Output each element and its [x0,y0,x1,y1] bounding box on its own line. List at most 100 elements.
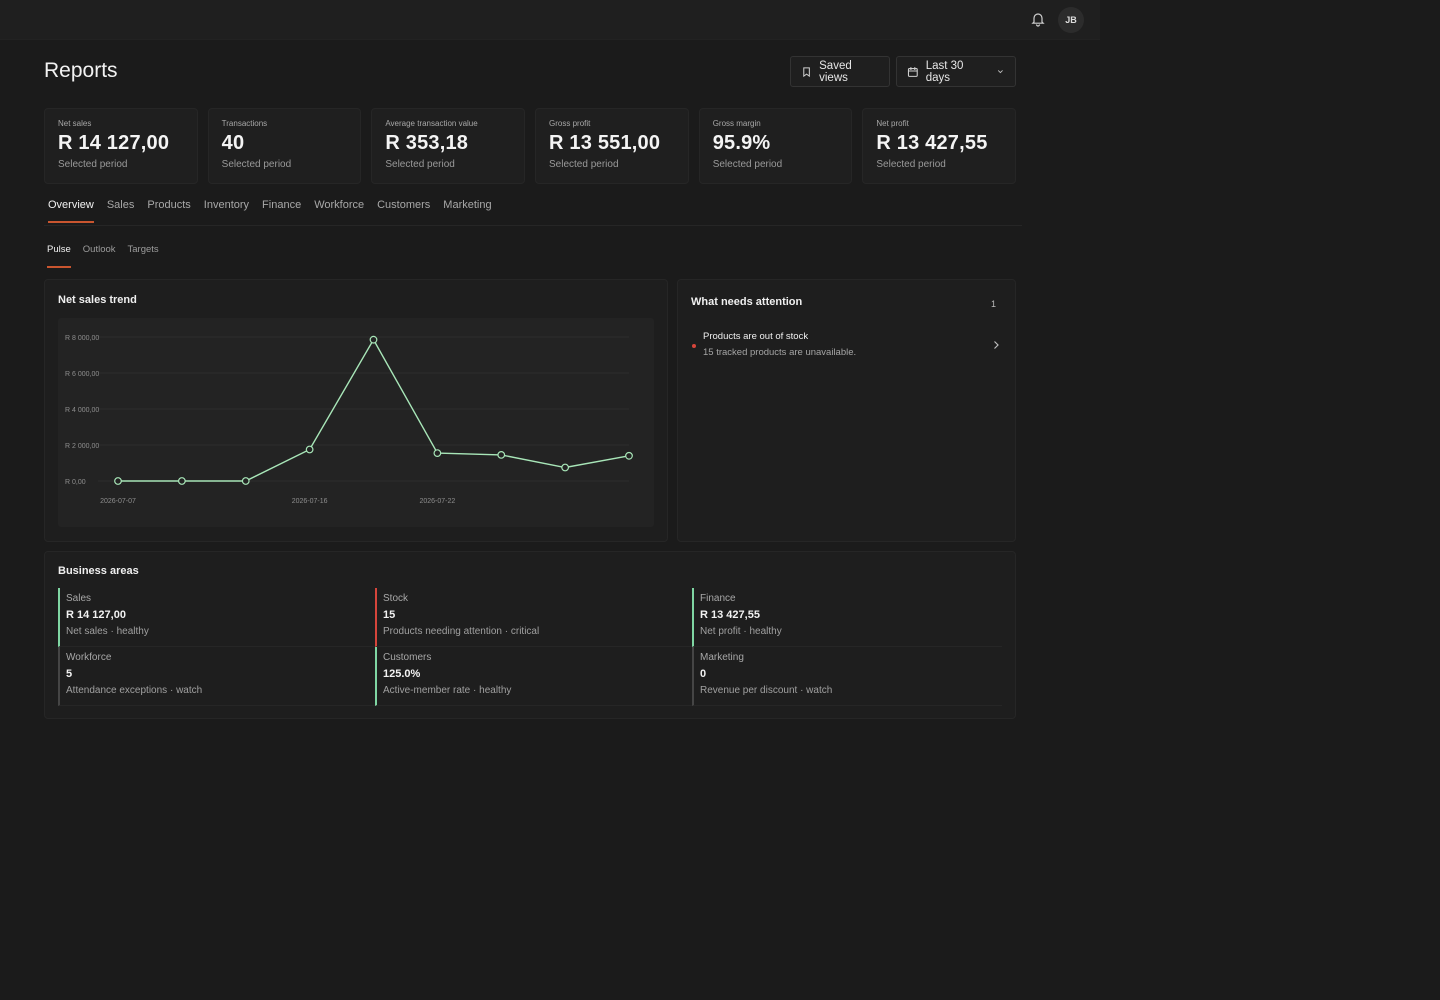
area-value: R 13 427,55 [700,609,760,621]
area-name: Workforce [66,652,112,663]
y-tick-label: R 0,00 [65,479,86,486]
y-tick-label: R 8 000,00 [65,335,99,342]
avatar[interactable]: JB [1058,7,1084,33]
overview-subtabs: Pulse Outlook Targets [47,244,159,268]
area-sub: Revenue per discount · watch [700,685,833,696]
x-tick-label: 2026-07-07 [100,498,136,505]
net-sales-chart: R 8 000,00 R 6 000,00 R 4 000,00 R 2 000,00… [65,335,633,505]
kpi-sub: Selected period [712,159,783,170]
attention-item-desc: 15 tracked products are unavailable. [703,347,857,358]
area-name: Marketing [700,652,744,663]
business-areas-card: Business areas Sales R 14 127,00 Net sal… [44,551,1016,719]
area-sub: Products needing attention · critical [383,626,540,637]
subtab-pulse[interactable]: Pulse [47,244,71,268]
area-sub: Attendance exceptions · watch [66,685,203,696]
page-title: Reports [44,59,118,82]
attention-card: What needs attention 1 Products are out … [677,279,1016,542]
top-bar: JB [0,0,1100,40]
tab-customers[interactable]: Customers [377,199,431,211]
chevron-right-icon [994,341,999,349]
kpi-average-transaction: Average transaction value R 353,18 Selec… [371,108,526,184]
kpi-label: Net sales [58,119,92,128]
tab-overview[interactable]: Overview [44,196,98,225]
chevron-down-icon [998,70,1004,74]
area-value: 15 [383,609,396,621]
saved-views-label: Saved views [819,59,852,84]
area-name: Finance [700,593,736,604]
kpi-sub: Selected period [876,159,946,170]
area-finance[interactable]: Finance R 13 427,55 Net profit · healthy [692,588,1002,647]
kpi-label: Average transaction value [385,119,478,128]
business-areas-grid: Sales R 14 127,00 Net sales · healthy St… [58,588,1002,706]
y-tick-label: R 4 000,00 [65,407,99,414]
attention-count: 1 [990,299,996,309]
kpi-value: 40 [221,132,245,154]
kpi-value: R 13 551,00 [549,132,661,154]
kpi-gross-margin: Gross margin 95.9% Selected period [698,108,853,184]
data-point [625,451,633,460]
area-sub: Net profit · healthy [700,626,782,637]
kpi-net-profit: Net profit R 13 427,55 Selected period [862,108,1017,184]
kpi-sub: Selected period [549,159,619,170]
bell-icon[interactable] [1030,11,1046,27]
x-tick-label: 2026-07-16 [292,498,328,505]
tab-inventory[interactable]: Inventory [203,199,250,211]
area-value: R 14 127,00 [66,609,126,621]
bookmark-icon [803,66,810,77]
area-value: 125.0% [383,668,421,680]
kpi-label: Gross margin [712,119,761,128]
date-range-select[interactable]: Last 30 days [896,56,1016,87]
saved-views-button[interactable]: Saved views [790,56,890,87]
data-point [241,477,250,485]
attention-title: What needs attention [691,296,803,308]
business-areas-title: Business areas [58,565,139,577]
kpi-value: R 353,18 [385,132,469,154]
subtab-outlook[interactable]: Outlook [82,244,116,255]
tab-sales[interactable]: Sales [106,199,135,211]
area-customers[interactable]: Customers 125.0% Active-member rate · he… [375,647,692,706]
area-workforce[interactable]: Workforce 5 Attendance exceptions · watc… [58,647,375,706]
report-tabs: Overview Sales Products Inventory Financ… [44,196,1022,226]
data-point [497,450,506,459]
area-stock[interactable]: Stock 15 Products needing attention · cr… [375,588,692,647]
trend-title: Net sales trend [58,294,137,306]
tab-products[interactable]: Products [147,199,191,211]
kpi-value: 95.9% [712,132,771,154]
tab-workforce[interactable]: Workforce [314,199,365,211]
area-sub: Net sales · healthy [66,626,149,637]
kpi-transactions: Transactions 40 Selected period [207,108,362,184]
chart-area: R 8 000,00 R 6 000,00 R 4 000,00 R 2 000,00… [58,318,654,527]
area-value: 5 [66,668,73,680]
attention-item-title: Products are out of stock [703,331,809,342]
tab-marketing[interactable]: Marketing [443,199,492,211]
kpi-sub: Selected period [58,159,128,170]
area-value: 0 [700,668,707,680]
area-name: Sales [66,593,92,604]
kpi-value: R 13 427,55 [876,132,988,154]
series-line [118,338,630,482]
data-point [433,449,442,458]
kpi-row: Net sales R 14 127,00 Selected period Tr… [44,108,1017,184]
y-tick-label: R 2 000,00 [65,443,99,450]
area-name: Stock [383,593,409,604]
kpi-net-sales: Net sales R 14 127,00 Selected period [44,108,198,184]
kpi-sub: Selected period [385,159,455,170]
data-point [561,463,570,472]
tab-finance[interactable]: Finance [262,199,302,211]
critical-dot-icon [692,344,696,348]
attention-item[interactable]: Products are out of stock 15 tracked pro… [691,330,1003,364]
area-sales[interactable]: Sales R 14 127,00 Net sales · healthy [58,588,375,647]
data-point [114,477,122,485]
net-sales-trend-card: Net sales trend R 8 000,00 R 6 000,00 R 4 … [44,279,668,542]
kpi-gross-profit: Gross profit R 13 551,00 Selected period [535,108,689,184]
x-tick-label: 2026-07-22 [419,498,455,505]
data-point [369,335,378,344]
kpi-value: R 14 127,00 [58,132,170,154]
subtab-targets[interactable]: Targets [127,244,159,255]
data-point [177,477,186,485]
area-marketing[interactable]: Marketing 0 Revenue per discount · watch [692,647,1002,706]
kpi-label: Gross profit [549,119,591,128]
kpi-label: Net profit [876,119,909,128]
y-tick-label: R 6 000,00 [65,371,99,378]
area-name: Customers [383,652,432,663]
